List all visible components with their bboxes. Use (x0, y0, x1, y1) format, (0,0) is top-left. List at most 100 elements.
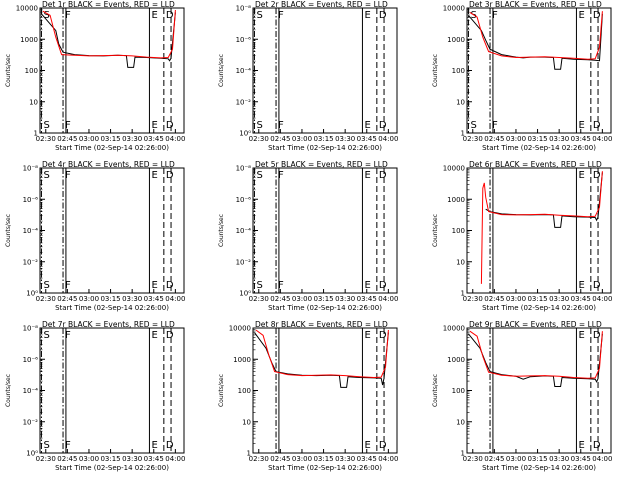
x-tick-label: 03:45 (144, 455, 164, 463)
plot-frame (252, 7, 398, 134)
event-marker-label: D (593, 440, 601, 451)
series-line (468, 333, 603, 387)
event-marker-label-top: D (166, 170, 174, 181)
y-tick-label: 10⁻⁶ (23, 196, 39, 204)
event-marker-label-top: E (151, 10, 157, 21)
y-axis-label: Counts/sec (432, 54, 439, 87)
x-tick-label: 03:30 (335, 135, 355, 143)
event-marker-label-top: D (593, 330, 601, 341)
x-tick-label: 02:30 (463, 455, 483, 463)
chart-title: Det 6r BLACK = Events, RED = LLD (469, 160, 602, 169)
y-tick-label: 100 (238, 387, 251, 395)
y-axis-label: Counts/sec (5, 214, 12, 247)
x-tick-label: 03:00 (79, 295, 99, 303)
y-tick-label: 10 (242, 418, 251, 426)
x-tick-label: 03:00 (292, 295, 312, 303)
y-tick-label: 1 (461, 290, 465, 298)
series-line (41, 12, 176, 68)
x-tick-label: 02:45 (270, 135, 290, 143)
x-tick-label: 03:00 (79, 135, 99, 143)
x-tick-label: 03:15 (100, 455, 120, 463)
y-tick-label: 10⁻⁴ (236, 67, 252, 75)
event-marker-label: D (379, 120, 387, 131)
y-tick-label: 10000 (443, 325, 465, 333)
y-tick-label: 10⁻² (23, 258, 39, 266)
y-tick-label: 10⁰ (26, 450, 38, 458)
event-marker-label-top: D (166, 10, 174, 21)
y-tick-label: 10000 (443, 5, 465, 13)
chart-title: Det 7r BLACK = Events, RED = LLD (42, 320, 175, 329)
y-tick-label: 10⁰ (239, 290, 251, 298)
y-tick-label: 10⁻⁶ (23, 356, 39, 364)
series-line (485, 172, 603, 228)
event-marker-label-top: E (364, 170, 370, 181)
x-tick-label: 03:30 (335, 295, 355, 303)
y-tick-label: 10⁻⁶ (236, 196, 252, 204)
event-marker-label: D (379, 280, 387, 291)
y-axis-label: Counts/sec (432, 214, 439, 247)
x-tick-label: 03:15 (527, 295, 547, 303)
y-tick-label: 10000 (229, 325, 251, 333)
x-tick-label: 03:45 (144, 295, 164, 303)
x-tick-label: 03:00 (506, 295, 526, 303)
series-line (42, 9, 176, 59)
event-marker-label: E (578, 280, 584, 291)
x-tick-label: 02:30 (36, 135, 56, 143)
x-tick-label: 02:45 (57, 295, 77, 303)
event-marker-label: S (256, 280, 262, 291)
y-tick-label: 10 (456, 418, 465, 426)
chart-panel: Det 7r BLACK = Events, RED = LLD Counts/s… (5, 320, 185, 472)
event-marker-label-top: D (379, 330, 387, 341)
x-tick-label: 03:30 (549, 135, 569, 143)
x-tick-label: 03:45 (144, 135, 164, 143)
event-marker-label: F (278, 280, 284, 291)
event-marker-label: E (151, 120, 157, 131)
x-tick-label: 02:30 (249, 455, 269, 463)
plot-frame (252, 327, 398, 454)
y-tick-label: 1000 (447, 196, 465, 204)
series-line (469, 11, 603, 60)
event-marker-label-top: D (593, 10, 601, 21)
x-tick-label: 04:00 (165, 455, 185, 463)
x-tick-label: 03:15 (313, 455, 333, 463)
y-tick-label: 10000 (443, 165, 465, 173)
x-tick-label: 03:00 (506, 135, 526, 143)
event-marker-label-top: S (43, 170, 49, 181)
y-axis-label: Counts/sec (218, 374, 225, 407)
y-tick-label: 1000 (447, 36, 465, 44)
event-marker-label-top: D (379, 170, 387, 181)
x-tick-label: 04:00 (378, 295, 398, 303)
x-tick-label: 03:45 (571, 295, 591, 303)
series-line (468, 13, 603, 70)
event-marker-label-top: F (278, 170, 284, 181)
x-tick-label: 03:45 (571, 135, 591, 143)
event-marker-label-top: E (151, 170, 157, 181)
x-axis-label: Start Time (02-Sep-14 02:26:00) (268, 304, 382, 312)
x-axis-label: Start Time (02-Sep-14 02:26:00) (55, 304, 169, 312)
event-marker-label: S (256, 120, 262, 131)
chart-title: Det 2r BLACK = Events, RED = LLD (255, 0, 388, 9)
event-marker-label-top: E (364, 10, 370, 21)
event-marker-label-top: E (364, 330, 370, 341)
chart-panel: Det 4r BLACK = Events, RED = LLD Counts/s… (5, 160, 185, 312)
y-tick-label: 100 (452, 227, 465, 235)
x-tick-label: 04:00 (592, 295, 612, 303)
event-marker-label: F (278, 120, 284, 131)
plot-frame (39, 167, 185, 294)
x-axis-label: Start Time (02-Sep-14 02:26:00) (482, 464, 596, 472)
event-marker-label: E (578, 440, 584, 451)
event-marker-label-top: F (278, 10, 284, 21)
chart-title: Det 4r BLACK = Events, RED = LLD (42, 160, 175, 169)
event-marker-label: E (364, 440, 370, 451)
y-tick-label: 10⁻⁶ (236, 36, 252, 44)
y-axis-label: Counts/sec (218, 54, 225, 87)
event-marker-label: D (166, 440, 174, 451)
x-tick-label: 02:45 (484, 135, 504, 143)
y-axis-label: Counts/sec (218, 214, 225, 247)
x-tick-label: 03:15 (527, 455, 547, 463)
event-marker-label: F (492, 120, 498, 131)
chart-title: Det 8r BLACK = Events, RED = LLD (255, 320, 388, 329)
x-tick-label: 03:00 (79, 455, 99, 463)
x-tick-label: 03:45 (571, 455, 591, 463)
